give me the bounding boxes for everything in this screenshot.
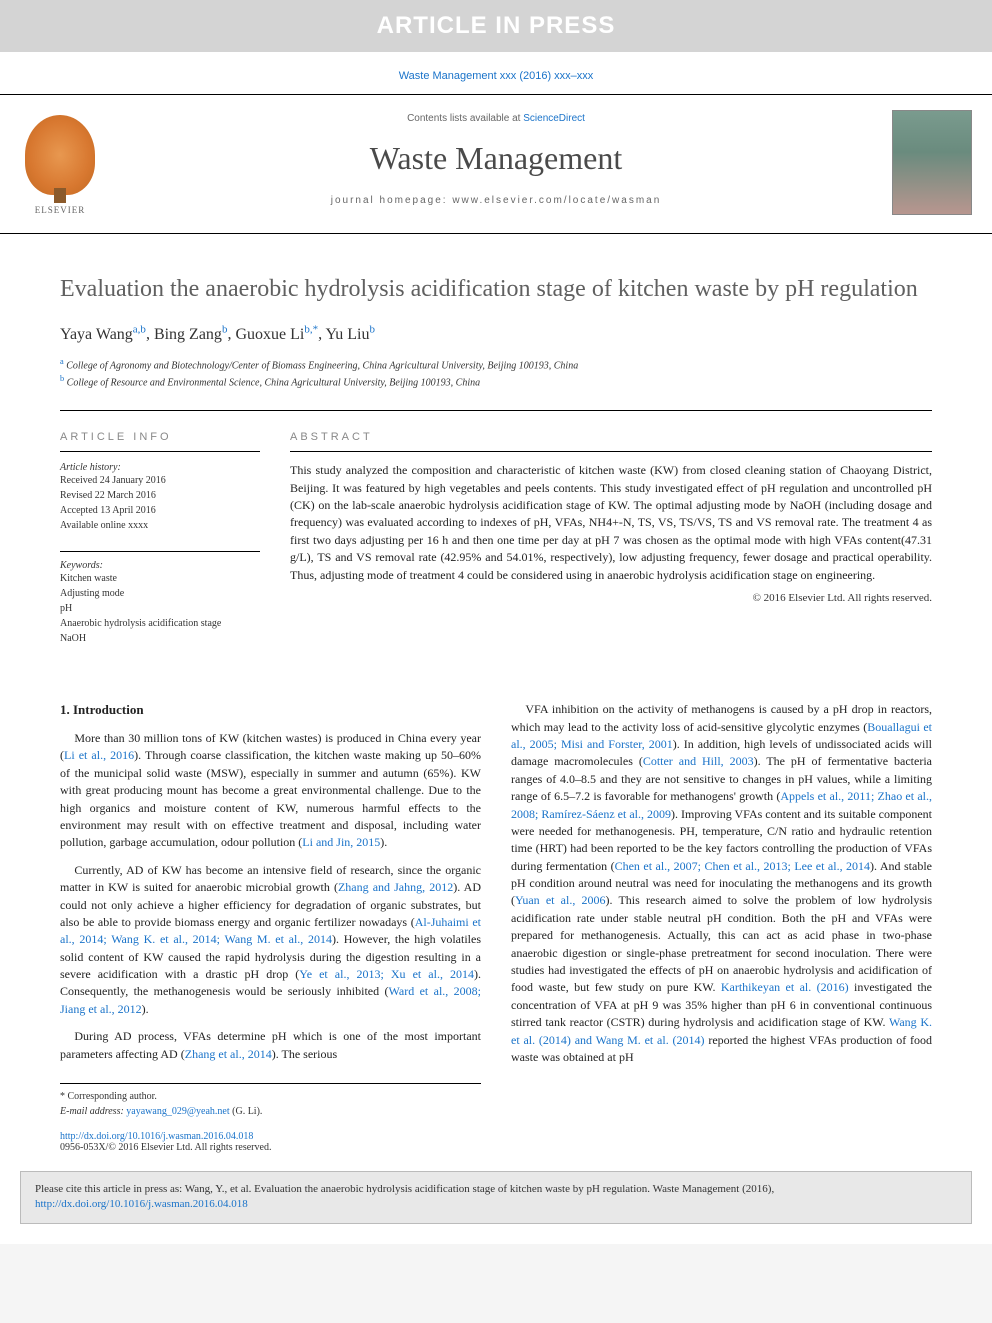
info-abstract-row: ARTICLE INFO Article history: Received 2… (60, 410, 932, 646)
article-info-heading: ARTICLE INFO (60, 431, 260, 452)
corresp-email-link[interactable]: yayawang_029@yeah.net (126, 1106, 229, 1117)
corresponding-author-block: * Corresponding author. E-mail address: … (60, 1083, 481, 1119)
journal-cover-thumbnail[interactable] (892, 110, 972, 215)
keyword-item: Kitchen waste (60, 571, 260, 586)
doi-block: http://dx.doi.org/10.1016/j.wasman.2016.… (0, 1119, 992, 1159)
journal-name: Waste Management (110, 140, 882, 177)
body-paragraph: More than 30 million tons of KW (kitchen… (60, 730, 481, 852)
journal-header: ELSEVIER Contents lists available at Sci… (0, 94, 992, 234)
citation-footer: Please cite this article in press as: Wa… (20, 1171, 972, 1224)
history-list: Received 24 January 2016Revised 22 March… (60, 473, 260, 533)
affiliation: a College of Agronomy and Biotechnology/… (60, 356, 932, 373)
keywords-label: Keywords: (60, 551, 260, 571)
publisher-name: ELSEVIER (35, 205, 86, 215)
contents-prefix: Contents lists available at (407, 113, 523, 124)
body-paragraph: VFA inhibition on the activity of methan… (511, 701, 932, 1066)
author: Yu Liub (325, 326, 375, 343)
author: Guoxue Lib,* (235, 326, 318, 343)
history-item: Revised 22 March 2016 (60, 488, 260, 503)
sciencedirect-link[interactable]: ScienceDirect (523, 113, 585, 124)
cite-footer-doi-link[interactable]: http://dx.doi.org/10.1016/j.wasman.2016.… (35, 1198, 248, 1210)
email-label: E-mail address: (60, 1106, 126, 1117)
keyword-item: Anaerobic hydrolysis acidification stage (60, 616, 260, 631)
article-info-block: ARTICLE INFO Article history: Received 2… (60, 431, 260, 646)
cite-footer-text: Please cite this article in press as: Wa… (35, 1183, 774, 1195)
corresp-label: * Corresponding author. (60, 1090, 481, 1105)
author-list: Yaya Wanga,b, Bing Zangb, Guoxue Lib,*, … (60, 323, 932, 343)
history-item: Accepted 13 April 2016 (60, 503, 260, 518)
abstract-text: This study analyzed the composition and … (290, 462, 932, 584)
keywords-list: Kitchen wasteAdjusting modepHAnaerobic h… (60, 571, 260, 646)
issn-copyright: 0956-053X/© 2016 Elsevier Ltd. All right… (60, 1142, 271, 1153)
body-columns: 1. Introduction More than 30 million ton… (0, 701, 992, 1119)
right-column: VFA inhibition on the activity of methan… (511, 701, 932, 1119)
journal-reference: Waste Management xxx (2016) xxx–xxx (0, 52, 992, 94)
history-item: Received 24 January 2016 (60, 473, 260, 488)
doi-link[interactable]: http://dx.doi.org/10.1016/j.wasman.2016.… (60, 1131, 253, 1142)
affiliation: b College of Resource and Environmental … (60, 373, 932, 390)
elsevier-logo[interactable]: ELSEVIER (20, 110, 100, 220)
body-paragraph: During AD process, VFAs determine pH whi… (60, 1028, 481, 1063)
contents-list-line: Contents lists available at ScienceDirec… (110, 105, 882, 124)
elsevier-tree-icon (25, 115, 95, 195)
article-front-matter: Evaluation the anaerobic hydrolysis acid… (0, 234, 992, 701)
article-in-press-banner: ARTICLE IN PRESS (0, 0, 992, 52)
article-page: ARTICLE IN PRESS Waste Management xxx (2… (0, 0, 992, 1244)
article-title: Evaluation the anaerobic hydrolysis acid… (60, 274, 932, 305)
abstract-heading: ABSTRACT (290, 431, 932, 452)
body-paragraph: Currently, AD of KW has become an intens… (60, 862, 481, 1019)
keyword-item: Adjusting mode (60, 586, 260, 601)
keyword-item: pH (60, 601, 260, 616)
abstract-block: ABSTRACT This study analyzed the composi… (290, 431, 932, 646)
email-suffix: (G. Li). (230, 1106, 263, 1117)
author: Bing Zangb (154, 326, 228, 343)
keyword-item: NaOH (60, 631, 260, 646)
affiliations: a College of Agronomy and Biotechnology/… (60, 356, 932, 391)
corresp-email-line: E-mail address: yayawang_029@yeah.net (G… (60, 1105, 481, 1120)
history-item: Available online xxxx (60, 518, 260, 533)
abstract-copyright: © 2016 Elsevier Ltd. All rights reserved… (290, 592, 932, 604)
journal-homepage: journal homepage: www.elsevier.com/locat… (110, 195, 882, 206)
intro-heading: 1. Introduction (60, 701, 481, 720)
history-label: Article history: (60, 462, 260, 473)
left-column: 1. Introduction More than 30 million ton… (60, 701, 481, 1119)
author: Yaya Wanga,b (60, 326, 146, 343)
